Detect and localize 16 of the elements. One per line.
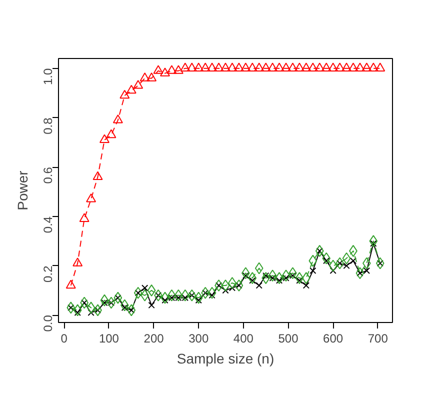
x-tick-label: 100: [98, 332, 120, 346]
y-tick-label: 0.8: [41, 117, 55, 134]
x-tick-label: 200: [144, 332, 164, 346]
x-tick-label: 300: [188, 332, 209, 346]
y-axis-title: Power: [14, 170, 30, 210]
x-axis-title: Sample size (n): [176, 350, 274, 366]
y-tick-label: 1.0: [41, 68, 55, 86]
x-tick-label: 500: [278, 332, 299, 346]
x-tick-label: 400: [233, 332, 254, 346]
x-tick-label: 600: [323, 332, 344, 346]
y-tick-label: 0.0: [41, 314, 55, 332]
x-tick-label: 0: [60, 332, 68, 346]
x-tick-label: 700: [368, 332, 388, 346]
y-tick-label: 0.6: [41, 166, 55, 184]
y-tick-label: 0.2: [41, 265, 55, 282]
y-tick-label: 0.4: [41, 216, 55, 234]
